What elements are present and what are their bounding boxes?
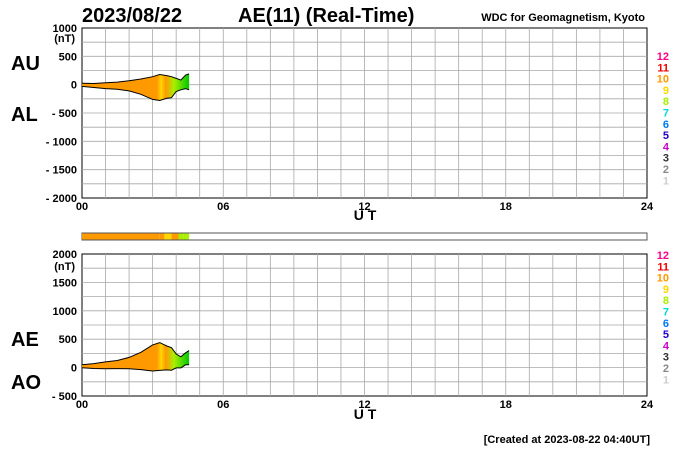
lower-y-unit: (nT) [54,261,75,273]
station-scale-label: 1 [663,175,669,187]
station-bar-segment [186,233,190,240]
station-scale-label: 11 [657,62,669,74]
lower-x-tick-labels: 00 06 12 18 24 [76,399,654,411]
created-timestamp: [Created at 2023-08-22 04:40UT] [484,434,651,446]
upper-xlabel: U T [354,207,377,223]
lower-xlabel: U T [354,406,377,422]
upper-grid [82,28,647,198]
lower-area [81,342,190,372]
x-tick-label: 06 [217,399,229,411]
upper-x-tick-labels: 00 06 12 18 24 [76,201,654,213]
station-scale-label: 4 [663,340,670,352]
lower-grid [82,254,647,396]
station-bar-segment [159,233,165,240]
station-scale-label: 10 [657,273,669,285]
station-scale-label: 9 [663,85,669,97]
al-label: AL [11,104,38,126]
x-tick-label: 12 [358,399,370,411]
station-bar-segment [171,233,179,240]
x-tick-label: 00 [76,399,88,411]
lower-y-tick-labels: 2000 1500 1000 500 0 - 500 [52,249,77,403]
station-bar-segment [178,233,184,240]
y-tick-label: 2000 [53,249,77,261]
source-label: WDC for Geomagnetism, Kyoto [481,12,645,24]
upper-area [81,73,190,102]
station-scale-label: 12 [657,51,669,63]
y-tick-label: - 500 [52,108,77,120]
y-tick-label: - 1500 [46,165,77,177]
index-title: AE(11) (Real-Time) [238,5,414,27]
station-scale-label: 5 [663,130,669,142]
upper-y-unit: (nT) [54,33,75,45]
series-line-al [81,85,190,102]
station-scale-label: 6 [663,318,669,330]
y-tick-label: 500 [59,334,77,346]
station-scale-label: 5 [663,329,669,341]
station-scale-label: 2 [663,363,669,375]
au-label: AU [11,53,40,75]
station-scale-label: 7 [663,307,669,319]
x-tick-label: 00 [76,201,88,213]
station-bar-segment [82,233,160,240]
station-bar-segment [164,233,172,240]
station-scale-label: 12 [657,250,669,262]
series-line-ae [81,342,190,366]
series-line-au [81,73,190,85]
y-tick-label: 0 [71,363,77,375]
station-scale-label: 10 [657,74,669,86]
station-count-bar [81,232,648,241]
upper-y-tick-labels: 1000 500 0 - 500 - 1000 - 1500 - 2000 [46,23,77,205]
station-scale-label: 8 [663,96,669,108]
station-scale-label: 3 [663,153,669,165]
x-tick-label: 18 [500,201,512,213]
y-tick-label: 1500 [53,277,77,289]
station-scale-label: 3 [663,352,669,364]
station-scale-label: 4 [663,141,670,153]
y-tick-label: 1000 [53,23,77,35]
y-tick-label: - 500 [52,391,77,403]
station-scale-label: 7 [663,108,669,120]
band-fill [82,73,190,101]
x-tick-label: 12 [358,201,370,213]
ae-label: AE [11,329,39,351]
x-tick-label: 06 [217,201,229,213]
x-tick-label: 24 [641,201,654,213]
y-tick-label: 500 [59,51,77,63]
y-tick-label: 1000 [53,306,77,318]
station-scale-label: 2 [663,164,669,176]
station-scale-label: 11 [657,261,669,273]
y-tick-label: 0 [71,80,77,92]
x-tick-label: 24 [641,399,654,411]
ao-label: AO [11,372,41,394]
station-scale-label: 6 [663,119,669,131]
y-tick-label: - 2000 [46,193,77,205]
station-scale-label: 1 [663,374,669,386]
y-tick-label: - 1000 [46,136,77,148]
date-title: 2023/08/22 [82,5,182,27]
x-tick-label: 18 [500,399,512,411]
station-bar-segment [183,233,187,240]
station-scale-label: 9 [663,284,669,296]
series-line-ao [81,364,190,372]
band-fill [82,342,190,371]
station-scale-label: 8 [663,295,669,307]
